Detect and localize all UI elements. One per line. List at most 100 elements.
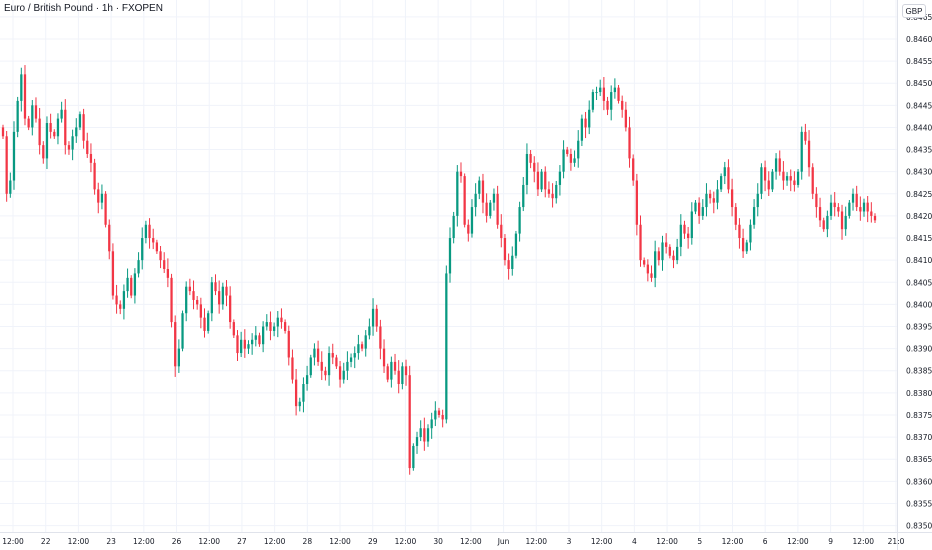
candle[interactable]: [624, 101, 627, 132]
candle[interactable]: [606, 96, 609, 116]
candle[interactable]: [756, 183, 759, 217]
candle[interactable]: [89, 143, 93, 173]
candle[interactable]: [393, 353, 397, 375]
candle[interactable]: [481, 173, 485, 214]
candle[interactable]: [500, 214, 503, 248]
candle[interactable]: [141, 227, 144, 270]
candle[interactable]: [163, 252, 166, 273]
candle[interactable]: [159, 245, 162, 269]
candle[interactable]: [822, 217, 825, 232]
candle[interactable]: [785, 172, 789, 186]
candle[interactable]: [804, 123, 807, 145]
candle[interactable]: [225, 280, 228, 307]
candle[interactable]: [390, 356, 393, 388]
candle[interactable]: [423, 417, 426, 451]
candle[interactable]: [840, 204, 844, 240]
candle[interactable]: [862, 198, 866, 217]
candle[interactable]: [639, 215, 642, 267]
candle[interactable]: [818, 197, 822, 227]
candle[interactable]: [261, 321, 265, 353]
candle[interactable]: [829, 194, 833, 220]
candle[interactable]: [133, 268, 137, 304]
candle[interactable]: [844, 206, 847, 236]
candle[interactable]: [826, 210, 829, 238]
candle[interactable]: [27, 115, 30, 131]
candle[interactable]: [734, 203, 737, 231]
candle[interactable]: [741, 228, 745, 258]
candle[interactable]: [49, 113, 52, 139]
candle[interactable]: [437, 407, 441, 418]
candle[interactable]: [283, 319, 287, 334]
candle[interactable]: [599, 79, 602, 97]
candle[interactable]: [78, 111, 82, 131]
candle[interactable]: [529, 150, 532, 169]
candle[interactable]: [793, 171, 796, 192]
candle[interactable]: [580, 114, 584, 147]
candle[interactable]: [353, 346, 356, 369]
candle[interactable]: [558, 165, 562, 196]
candle[interactable]: [229, 286, 232, 329]
candle[interactable]: [621, 95, 624, 118]
candle[interactable]: [463, 173, 466, 228]
candle[interactable]: [305, 365, 309, 391]
candle[interactable]: [269, 311, 272, 341]
candle[interactable]: [108, 219, 111, 260]
candle[interactable]: [602, 77, 606, 111]
candle[interactable]: [397, 360, 400, 394]
candle[interactable]: [97, 182, 100, 214]
candle[interactable]: [518, 201, 521, 242]
candle[interactable]: [357, 334, 360, 360]
candle[interactable]: [207, 310, 210, 334]
candle[interactable]: [67, 141, 71, 155]
candle[interactable]: [452, 211, 455, 244]
candle[interactable]: [177, 339, 181, 373]
candle[interactable]: [42, 141, 45, 164]
candle[interactable]: [346, 351, 349, 381]
candle[interactable]: [243, 329, 246, 358]
candle[interactable]: [302, 377, 305, 413]
candle[interactable]: [338, 361, 342, 388]
candle[interactable]: [833, 192, 836, 217]
candle[interactable]: [859, 196, 862, 221]
candle[interactable]: [573, 150, 576, 167]
candle[interactable]: [478, 176, 481, 200]
candle[interactable]: [654, 240, 657, 288]
candle[interactable]: [364, 330, 367, 357]
candle[interactable]: [130, 275, 133, 299]
candle[interactable]: [536, 162, 540, 197]
candle[interactable]: [676, 238, 679, 265]
candle[interactable]: [650, 265, 653, 282]
candle[interactable]: [272, 322, 276, 337]
candle[interactable]: [851, 188, 855, 211]
candle[interactable]: [181, 310, 184, 352]
candle[interactable]: [866, 196, 869, 223]
candle[interactable]: [771, 169, 774, 193]
candle[interactable]: [419, 420, 422, 442]
candle[interactable]: [800, 126, 803, 180]
candle[interactable]: [375, 304, 378, 332]
candle[interactable]: [547, 181, 551, 198]
candle[interactable]: [646, 259, 649, 282]
candle[interactable]: [331, 343, 334, 365]
candle[interactable]: [214, 274, 217, 296]
candle[interactable]: [555, 180, 558, 204]
candle[interactable]: [540, 169, 543, 193]
candle[interactable]: [617, 84, 620, 104]
candle[interactable]: [412, 443, 415, 471]
candle[interactable]: [727, 159, 730, 194]
candle[interactable]: [115, 284, 118, 314]
candle[interactable]: [745, 239, 748, 254]
candle[interactable]: [188, 278, 191, 296]
candle[interactable]: [382, 339, 386, 373]
candle[interactable]: [767, 171, 770, 197]
candle[interactable]: [45, 116, 49, 170]
candle[interactable]: [588, 100, 591, 135]
candle[interactable]: [789, 169, 792, 192]
candle[interactable]: [610, 85, 613, 121]
candle[interactable]: [309, 354, 312, 378]
candle[interactable]: [122, 284, 126, 320]
candle[interactable]: [349, 353, 353, 368]
candle[interactable]: [291, 349, 294, 384]
candle[interactable]: [16, 96, 19, 138]
